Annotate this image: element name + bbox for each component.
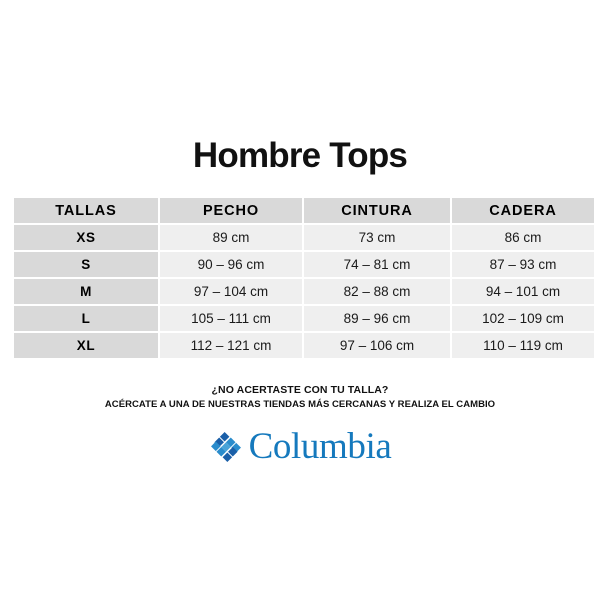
cell-waist: 82 – 88 cm xyxy=(304,279,450,304)
cell-hip: 94 – 101 cm xyxy=(452,279,594,304)
columbia-diamond-mark-icon xyxy=(210,431,241,462)
footer-subline: ACÉRCATE A UNA DE NUESTRAS TIENDAS MÁS C… xyxy=(104,399,496,410)
brand-logo: Columbia xyxy=(0,428,600,465)
cell-chest: 90 – 96 cm xyxy=(160,252,302,277)
footer-headline: ¿NO ACERTASTE CON TU TALLA? xyxy=(211,384,389,396)
cell-chest: 97 – 104 cm xyxy=(160,279,302,304)
column-header-pecho: PECHO xyxy=(160,198,302,223)
cell-chest: 105 – 111 cm xyxy=(160,306,302,331)
cell-waist: 74 – 81 cm xyxy=(304,252,450,277)
column-header-cintura: CINTURA xyxy=(304,198,450,223)
table-row: L 105 – 111 cm 89 – 96 cm 102 – 109 cm xyxy=(14,306,594,331)
cell-waist: 73 cm xyxy=(304,225,450,250)
column-header-cadera: CADERA xyxy=(452,198,594,223)
page-title: Hombre Tops xyxy=(192,136,408,175)
cell-size: XL xyxy=(14,333,158,358)
table-row: S 90 – 96 cm 74 – 81 cm 87 – 93 cm xyxy=(14,252,594,277)
cell-chest: 112 – 121 cm xyxy=(160,333,302,358)
cell-size: S xyxy=(14,252,158,277)
cell-hip: 87 – 93 cm xyxy=(452,252,594,277)
cell-size: M xyxy=(14,279,158,304)
table-row: XS 89 cm 73 cm 86 cm xyxy=(14,225,594,250)
cell-hip: 102 – 109 cm xyxy=(452,306,594,331)
footer-note: ¿NO ACERTASTE CON TU TALLA? ACÉRCATE A U… xyxy=(0,384,600,411)
table-body: XS 89 cm 73 cm 86 cm S 90 – 96 cm 74 – 8… xyxy=(14,225,594,358)
table-header: TALLAS PECHO CINTURA CADERA xyxy=(14,198,594,223)
table-row: XL 112 – 121 cm 97 – 106 cm 110 – 119 cm xyxy=(14,333,594,358)
cell-hip: 86 cm xyxy=(452,225,594,250)
cell-waist: 89 – 96 cm xyxy=(304,306,450,331)
cell-chest: 89 cm xyxy=(160,225,302,250)
cell-size: XS xyxy=(14,225,158,250)
brand-wordmark: Columbia xyxy=(248,426,392,467)
table-header-row: TALLAS PECHO CINTURA CADERA xyxy=(14,198,594,223)
size-chart-table: TALLAS PECHO CINTURA CADERA XS 89 cm 73 … xyxy=(12,196,596,360)
cell-hip: 110 – 119 cm xyxy=(452,333,594,358)
column-header-tallas: TALLAS xyxy=(14,198,158,223)
cell-size: L xyxy=(14,306,158,331)
cell-waist: 97 – 106 cm xyxy=(304,333,450,358)
table-row: M 97 – 104 cm 82 – 88 cm 94 – 101 cm xyxy=(14,279,594,304)
